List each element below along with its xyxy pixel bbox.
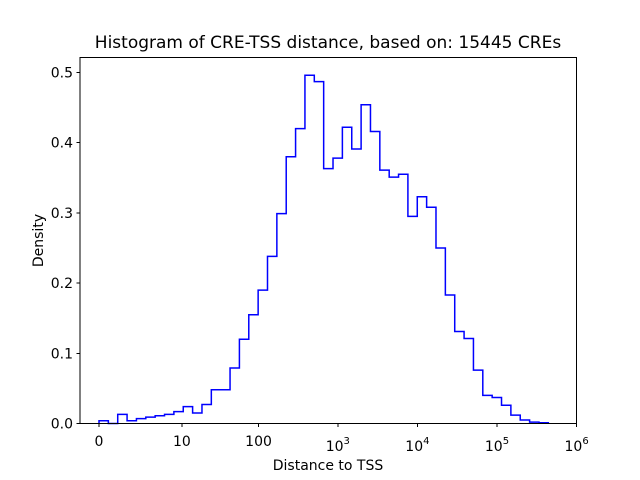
chart-title: Histogram of CRE-TSS distance, based on:… (95, 33, 562, 53)
histogram-step-line (98, 74, 550, 425)
y-axis-label: Density (31, 214, 47, 267)
x-tick-label: 103 (326, 436, 350, 455)
plot-area: 0 10 100 103 104 105 106 0.0 0.1 0.2 0.3 0.4 0.5 (51, 66, 589, 456)
x-axis-label: Distance to TSS (273, 458, 384, 474)
y-tick-label: 0.4 (51, 136, 73, 152)
axes-spines (79, 57, 577, 424)
x-tick-label: 104 (405, 436, 429, 455)
y-tick-label: 0.2 (51, 276, 73, 292)
y-tick-label: 0.1 (51, 346, 73, 362)
y-tick-label: 0.5 (51, 66, 73, 82)
y-tick-label: 0.0 (51, 417, 73, 433)
x-tick-label: 105 (485, 436, 509, 455)
y-tick-label: 0.3 (51, 206, 73, 222)
x-tick-label: 106 (564, 436, 588, 455)
x-tick-label: 10 (173, 434, 191, 450)
x-tick-label: 0 (95, 434, 104, 450)
x-tick-label: 100 (245, 434, 272, 450)
